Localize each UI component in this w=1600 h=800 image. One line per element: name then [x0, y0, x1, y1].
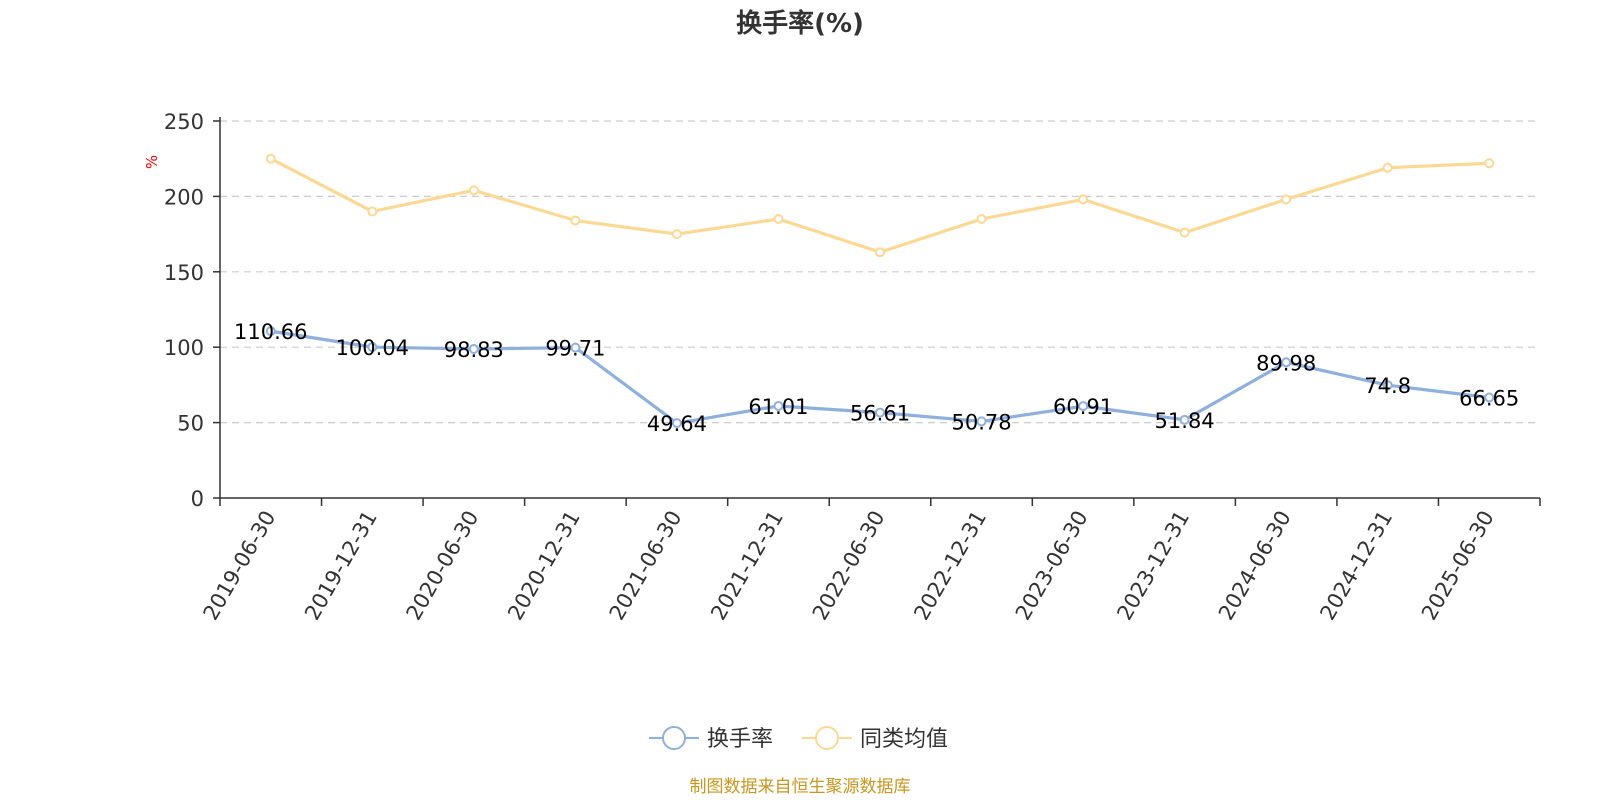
data-source-note: 制图数据来自恒生聚源数据库: [690, 777, 911, 797]
x-tick-label: 2024-06-30: [1214, 507, 1296, 625]
y-tick-label: 150: [164, 261, 204, 285]
x-tick-label: 2023-12-31: [1112, 507, 1194, 625]
data-label: 61.01: [748, 395, 808, 419]
y-tick-label: 0: [191, 487, 204, 511]
series-line: [270, 157, 1490, 254]
legend-item[interactable]: 换手率: [649, 726, 773, 752]
data-point: [1484, 392, 1495, 403]
data-point: [1281, 357, 1292, 368]
data-label: 49.64: [647, 412, 707, 436]
data-point: [671, 229, 682, 240]
data-label: 51.84: [1155, 409, 1215, 433]
data-point: [1382, 162, 1393, 173]
x-tick-label: 2020-12-31: [503, 507, 585, 625]
data-point: [1281, 194, 1292, 205]
y-axis-label: %: [143, 155, 161, 169]
legend-marker: [662, 726, 686, 750]
data-point: [570, 215, 581, 226]
data-label: 89.98: [1256, 351, 1316, 375]
x-tick-label: 2019-06-30: [199, 507, 281, 625]
data-labels: 110.66 100.04 98.83 99.71 49.64 61.01 56.61 50.…: [234, 320, 1519, 436]
data-point: [265, 326, 276, 337]
legend-marker: [815, 726, 839, 750]
data-label: 56.61: [850, 402, 910, 426]
data-label: 60.91: [1053, 395, 1113, 419]
data-point: [773, 400, 784, 411]
data-point: [1078, 401, 1089, 412]
x-tick-label: 2021-12-31: [706, 507, 788, 625]
x-tick-label: 2022-06-30: [808, 507, 890, 625]
data-point: [265, 153, 276, 164]
y-tick-label: 250: [164, 110, 204, 134]
data-label: 98.83: [444, 338, 504, 362]
data-label: 50.78: [951, 410, 1011, 434]
grid-lines: [220, 120, 1540, 424]
data-point: [1382, 380, 1393, 391]
x-tick-label: 2024-12-31: [1315, 507, 1397, 625]
data-point: [468, 185, 479, 196]
y-tick-label: 50: [177, 412, 204, 436]
legend-label: 换手率: [707, 727, 773, 752]
x-tick-label: 2020-06-30: [402, 506, 484, 624]
y-tick-label: 200: [164, 185, 204, 209]
data-point: [367, 342, 378, 353]
data-point: [773, 214, 784, 225]
data-point: [976, 214, 987, 225]
data-point: [468, 343, 479, 354]
data-point: [1179, 227, 1190, 238]
data-point: [976, 416, 987, 427]
data-point: [1078, 194, 1089, 205]
data-label: 100.04: [336, 336, 409, 360]
data-label: 74.8: [1364, 374, 1411, 398]
legend[interactable]: 换手率 同类均值: [649, 726, 948, 752]
data-label: 66.65: [1459, 386, 1519, 410]
data-point: [875, 247, 885, 258]
x-tick-label: 2022-12-31: [909, 507, 991, 625]
legend-label: 同类均值: [860, 727, 948, 752]
legend-item[interactable]: 同类均值: [802, 726, 948, 752]
x-tick-label: 2021-06-30: [605, 507, 687, 625]
data-point: [875, 407, 885, 418]
data-label: 110.66: [234, 320, 307, 344]
data-label: 99.71: [545, 337, 605, 361]
y-tick-label: 100: [164, 336, 204, 360]
x-tick-label: 2019-12-31: [300, 507, 382, 625]
series-lines: [265, 153, 1495, 429]
x-tick-label: 2025-06-30: [1417, 507, 1499, 625]
data-point: [367, 206, 378, 217]
data-point: [671, 418, 682, 429]
data-point: [570, 342, 581, 353]
data-point: [1179, 414, 1190, 425]
chart-title: 换手率(%): [736, 8, 864, 39]
x-tick-label: 2023-06-30: [1011, 507, 1093, 625]
data-point: [1484, 158, 1495, 169]
